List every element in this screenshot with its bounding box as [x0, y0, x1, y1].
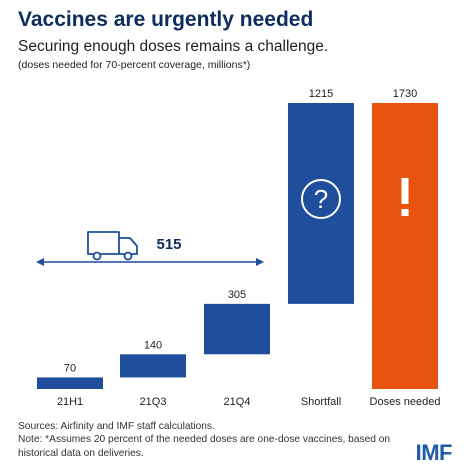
chart-title: Vaccines are urgently needed	[18, 8, 314, 31]
exclamation-icon	[401, 178, 409, 204]
data-label-shortfall: 1215	[309, 88, 333, 100]
question-mark-glyph: ?	[314, 184, 328, 214]
exclamation-dot	[401, 209, 409, 216]
sources-text: Sources: Airfinity and IMF staff calcula…	[18, 421, 215, 432]
data-label-21q3: 140	[144, 339, 162, 351]
data-label-21q4: 305	[228, 289, 246, 301]
question-mark-icon	[301, 179, 341, 219]
data-label-21h1: 70	[64, 362, 76, 374]
unit-note: (doses needed for 70-percent coverage, m…	[18, 59, 251, 71]
bar-21q4	[204, 303, 270, 355]
bar-doses-needed	[372, 103, 438, 389]
annotation-total-label: 515	[156, 236, 181, 253]
bar-21q3	[120, 354, 186, 378]
data-label-doses-needed: 1730	[393, 88, 417, 100]
imf-logo: IMF	[415, 440, 453, 465]
tick-label-21q3: 21Q3	[140, 396, 167, 408]
truck-icon	[87, 231, 138, 261]
note-text-line-1: Note: *Assumes 20 percent of the needed …	[18, 434, 391, 446]
tick-label-21h1: 21H1	[57, 396, 83, 408]
arrow-right-head	[256, 258, 264, 266]
bar-shortfall	[288, 103, 354, 304]
footnotes: Sources: Airfinity and IMF staff calcula…	[18, 420, 398, 460]
note-text-line-2: historical data on deliveries.	[18, 447, 144, 459]
bar-21h1	[37, 377, 103, 389]
tick-label-shortfall: Shortfall	[301, 396, 341, 408]
tick-label-doses-needed: Doses needed	[370, 396, 441, 408]
chart-subtitle: Securing enough doses remains a challeng…	[18, 38, 329, 55]
tick-label-21q4: 21Q4	[224, 396, 251, 408]
arrow-left-head	[36, 258, 44, 266]
